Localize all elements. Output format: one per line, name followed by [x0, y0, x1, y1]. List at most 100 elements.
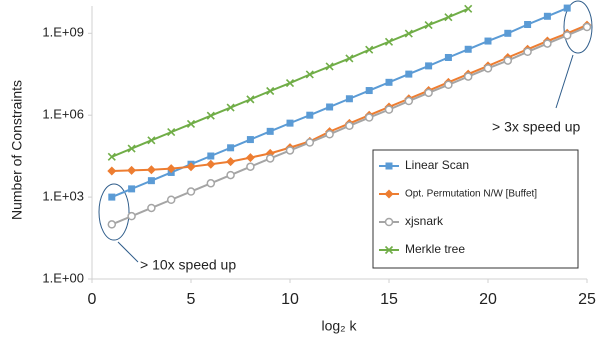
marker [226, 103, 235, 112]
marker [306, 111, 314, 119]
marker [207, 152, 215, 160]
marker [464, 45, 472, 53]
marker [166, 164, 176, 174]
x-tick-label: 5 [187, 291, 196, 308]
y-tick-label: 1.E+03 [42, 189, 84, 204]
marker [206, 159, 216, 169]
marker [227, 144, 235, 152]
annotation-line [555, 54, 574, 109]
x-tick-label: 10 [281, 291, 299, 308]
marker [504, 29, 512, 37]
marker [127, 165, 137, 175]
marker [484, 37, 492, 45]
marker [166, 195, 176, 204]
y-tick-label: 1.E+00 [42, 270, 84, 285]
annotation: > 10x speed up [140, 257, 236, 273]
marker [345, 121, 354, 131]
marker [543, 39, 552, 48]
marker [385, 78, 393, 86]
x-tick-label: 25 [578, 291, 596, 308]
marker [108, 193, 116, 201]
marker [226, 170, 235, 180]
marker [128, 185, 136, 193]
y-tick-label: 1.E+09 [42, 25, 84, 40]
marker [405, 70, 413, 78]
marker [524, 21, 532, 29]
marker [147, 177, 155, 185]
marker [543, 12, 551, 20]
legend-box [372, 149, 579, 269]
marker [483, 64, 493, 73]
marker [384, 189, 394, 199]
marker [246, 95, 255, 104]
marker [384, 245, 394, 255]
marker [384, 37, 394, 46]
marker [425, 62, 433, 70]
marker [325, 62, 334, 71]
marker [147, 203, 156, 213]
x-axis-label: log₂ k [321, 318, 357, 334]
marker [582, 22, 592, 32]
marker [127, 144, 136, 153]
marker [206, 179, 216, 188]
annotation-line [117, 241, 139, 263]
legend-label: Merkle tree [405, 242, 465, 256]
marker [444, 13, 453, 22]
marker [147, 136, 156, 145]
marker [562, 31, 572, 40]
legend-label: xjsnark [405, 214, 444, 228]
marker [265, 154, 275, 163]
marker [107, 166, 117, 176]
marker [305, 70, 314, 79]
marker [384, 217, 394, 227]
marker [404, 96, 414, 106]
marker [523, 47, 532, 57]
marker [246, 136, 254, 144]
marker [326, 103, 334, 111]
annotation-ellipse [98, 183, 130, 241]
marker [345, 95, 353, 103]
x-tick-label: 20 [479, 291, 497, 308]
marker [107, 152, 116, 161]
marker [463, 72, 473, 81]
y-axis-label: Number of Constraints [9, 80, 25, 220]
marker [305, 138, 315, 147]
marker [325, 130, 334, 139]
marker [464, 4, 473, 13]
marker [245, 153, 255, 163]
marker [424, 88, 433, 98]
annotation: > 3x speed up [492, 119, 581, 135]
marker [563, 4, 571, 12]
marker [365, 45, 374, 54]
marker [107, 220, 117, 229]
legend-label: Linear Scan [405, 158, 469, 172]
marker [404, 29, 413, 38]
marker [384, 105, 394, 114]
marker [206, 111, 215, 120]
marker [385, 162, 393, 170]
marker [286, 119, 294, 127]
x-tick-label: 15 [380, 291, 398, 308]
marker [226, 157, 236, 167]
marker [444, 53, 452, 61]
marker [266, 86, 275, 96]
marker [285, 79, 295, 88]
marker [186, 187, 196, 196]
marker [365, 87, 373, 95]
marker [424, 21, 433, 30]
marker [186, 162, 196, 172]
marker [266, 127, 274, 135]
marker [167, 128, 176, 137]
x-tick-label: 0 [88, 291, 97, 308]
marker [246, 162, 255, 171]
marker [186, 119, 196, 128]
marker [285, 146, 295, 155]
marker [364, 113, 374, 122]
marker [503, 56, 513, 65]
annotation-ellipse [563, 0, 593, 54]
marker [127, 211, 136, 221]
marker [146, 165, 156, 175]
marker [345, 54, 354, 63]
